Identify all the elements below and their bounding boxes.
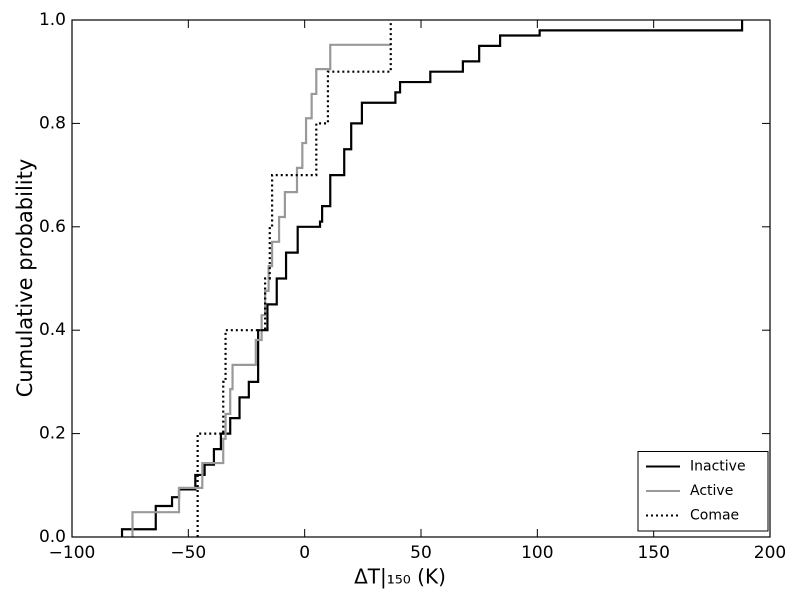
step-line (131, 43, 391, 537)
y-tick-label: 0.6 (39, 217, 66, 237)
legend-label: Inactive (690, 459, 746, 475)
x-tick-label: −100 (49, 543, 96, 563)
y-tick-label: 0.2 (39, 424, 66, 444)
y-tick-label: 0.8 (39, 113, 66, 133)
x-tick-label: 100 (521, 543, 553, 563)
x-tick-label: −50 (170, 543, 206, 563)
y-tick-label: 0.0 (39, 527, 66, 547)
x-tick-label: 0 (299, 543, 310, 563)
legend-label: Comae (690, 508, 739, 524)
x-tick-label: 150 (637, 543, 669, 563)
y-tick-label: 0.4 (39, 320, 66, 340)
legend: Inactive Active Comae (637, 451, 769, 532)
x-axis-label: ΔT|₁₅₀ (K) (354, 565, 446, 589)
y-axis-label: Cumulative probability (13, 159, 37, 398)
step-line (196, 20, 392, 537)
plot-frame (71, 19, 771, 538)
x-tick-label: 200 (754, 543, 786, 563)
y-tick-label: 1.0 (39, 10, 66, 30)
x-tick-label: 50 (410, 543, 432, 563)
legend-label: Active (690, 483, 733, 499)
